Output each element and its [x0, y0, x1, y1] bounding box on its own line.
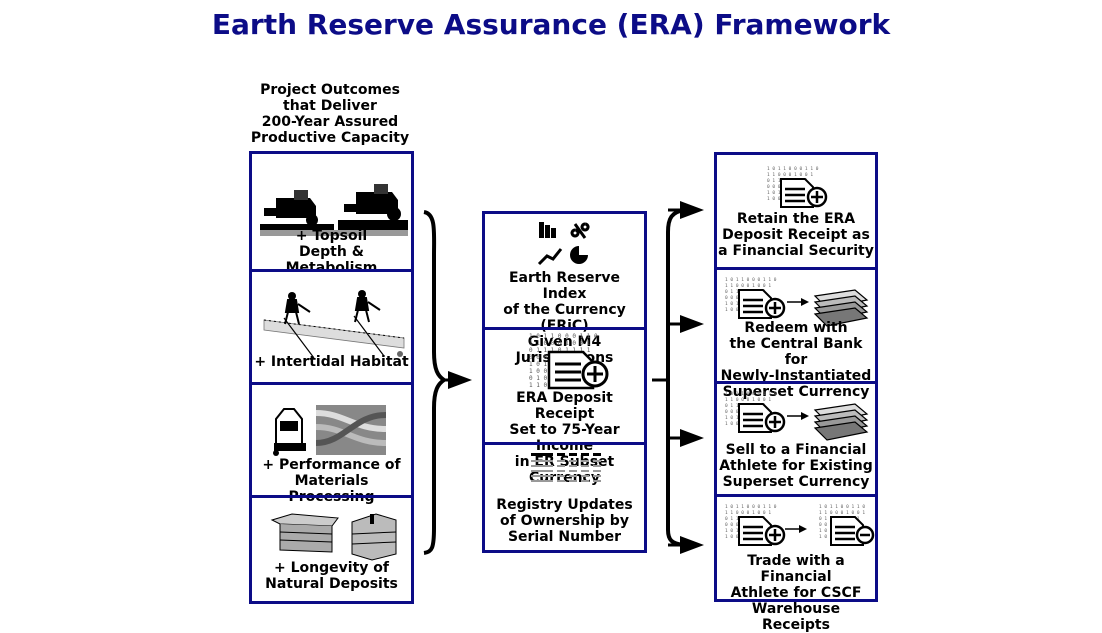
outcome-label: + Longevity of Natural Deposits [265, 560, 398, 592]
svg-text:1 1 0: 1 1 0 [529, 382, 547, 389]
svg-text:1 0 0: 1 0 0 [529, 368, 547, 375]
left-heading-line: Project Outcomes [260, 82, 400, 98]
option-trade: 1 0 1 1 0 0 0 1 1 0 1 1 0 0 0 1 0 0 1 0 … [717, 494, 875, 633]
era-framework-diagram: Earth Reserve Assurance (ERA) Framework … [211, 8, 891, 633]
svg-text:1 0 1: 1 0 1 [725, 415, 739, 421]
project-outcomes-column: + Topsoil Depth & Metabolism + Intertida… [249, 151, 414, 604]
svg-text:1 0 1 1 0 0 0 1 1 0: 1 0 1 1 0 0 0 1 1 0 [767, 166, 819, 172]
svg-text:0 0 0 1: 0 0 0 1 [529, 354, 555, 361]
receipt-to-cash-icon: 1 0 1 1 0 0 0 1 1 0 1 1 0 0 0 1 0 0 1 0 … [725, 391, 869, 441]
svg-text:1 1 0 0 0 1 0 0 1: 1 1 0 0 0 1 0 0 1 [529, 340, 591, 347]
svg-text:1 0 1: 1 0 1 [819, 528, 833, 534]
option-retain: 1 0 1 1 0 0 0 1 1 0 1 1 0 0 0 1 0 0 1 0 … [717, 155, 875, 267]
option-label: Retain the ERA Deposit Receipt as a Fina… [718, 211, 874, 259]
svg-text:1 0 0: 1 0 0 [767, 196, 781, 202]
era-process-column: Earth Reserve Index of the Currency (ERi… [482, 211, 647, 553]
arrowhead-icon [680, 429, 704, 447]
outcome-label: + Intertidal Habitat [254, 354, 409, 370]
right-brace [666, 208, 685, 547]
option-redeem: 1 0 1 1 0 0 0 1 1 0 1 1 0 0 0 1 0 0 1 0 … [717, 267, 875, 400]
svg-text:0 1 0: 0 1 0 [529, 375, 547, 382]
harvester-icon [260, 184, 408, 236]
outcome-label: + Topsoil Depth & Metabolism [285, 228, 378, 276]
arrowhead-icon [680, 201, 704, 219]
svg-text:0 1 1 1 0 1 1 1 1: 0 1 1 1 0 1 1 1 1 [529, 347, 591, 354]
svg-text:1 0 1: 1 0 1 [725, 528, 739, 534]
svg-text:1 0 1 1 0 0 0 1 1 0: 1 0 1 1 0 0 0 1 1 0 [529, 333, 598, 340]
outcome-natural-deposits: + Longevity of Natural Deposits [252, 495, 411, 601]
registry-ledger-icon [531, 453, 601, 482]
svg-text:1 0 1: 1 0 1 [529, 361, 547, 368]
svg-text:0 0 0: 0 0 0 [767, 184, 781, 190]
receipt-plus-icon: 1 0 1 1 0 0 0 1 1 0 1 1 0 0 0 1 0 0 1 0 … [767, 166, 828, 208]
svg-text:0 0 0: 0 0 0 [725, 409, 739, 415]
connector-layer [423, 201, 704, 555]
processing-plant-icon [273, 405, 387, 456]
svg-text:1 0 0: 1 0 0 [725, 307, 739, 313]
left-heading-line: Productive Capacity [250, 130, 410, 146]
svg-text:1 0 1 1 0 0 0 1 1 0: 1 0 1 1 0 0 0 1 1 0 [725, 391, 777, 397]
arrowhead-icon [680, 315, 704, 333]
option-label: Sell to a Financial Athlete for Existing… [719, 442, 873, 490]
option-label: Trade with a Financial Athlete for CSCF … [730, 553, 862, 633]
geological-strata-icon [270, 513, 397, 561]
receipt-to-receipt-icon: 1 0 1 1 0 0 0 1 1 0 1 1 0 0 0 1 0 0 1 0 … [725, 504, 875, 546]
svg-text:1 0 1 1 0 0 0 1 1 0: 1 0 1 1 0 0 0 1 1 0 [725, 504, 777, 510]
left-column-heading: Project Outcomes that Deliver 200-Year Ass… [230, 82, 430, 146]
receipt-options-column: 1 0 1 1 0 0 0 1 1 0 1 1 0 0 0 1 0 0 1 0 … [714, 152, 878, 633]
statistics-icon [537, 222, 590, 266]
svg-text:1 1 0 0 0 1 0 0 1: 1 1 0 0 0 1 0 0 1 [725, 283, 771, 289]
svg-text:1 0 0: 1 0 0 [725, 421, 739, 427]
deposit-receipt-icon: 1 0 1 1 0 0 0 1 1 0 1 1 0 0 0 1 0 0 1 0 … [529, 333, 609, 390]
farmers-icon [263, 290, 405, 359]
arrowhead-icon [680, 536, 704, 554]
left-heading-line: 200-Year Assured [261, 114, 399, 130]
svg-text:1 0 1 1 0 0 1 1 0: 1 0 1 1 0 0 1 1 0 [819, 504, 865, 510]
svg-text:1 1 0 0 0 1 0 0 1: 1 1 0 0 0 1 0 0 1 [725, 510, 771, 516]
svg-text:1 1 0 0 0 1 0 0 1: 1 1 0 0 0 1 0 0 1 [725, 397, 771, 403]
left-heading-line: that Deliver [283, 98, 377, 114]
svg-text:1 0 1 1 0 0 0 1 1 0: 1 0 1 1 0 0 0 1 1 0 [725, 277, 777, 283]
outcome-intertidal: + Intertidal Habitat [252, 269, 411, 382]
receipt-to-cash-icon: 1 0 1 1 0 0 0 1 1 0 1 1 0 0 0 1 0 0 1 0 … [725, 277, 869, 327]
registry-updates-cell: Registry Updates of Ownership by Serial … [485, 442, 644, 550]
svg-text:1 0 1: 1 0 1 [725, 301, 739, 307]
svg-text:1 0 0: 1 0 0 [819, 534, 833, 540]
svg-text:1 0 0: 1 0 0 [725, 534, 739, 540]
option-sell: 1 0 1 1 0 0 0 1 1 0 1 1 0 0 0 1 0 0 1 0 … [717, 381, 875, 494]
diagram-title: Earth Reserve Assurance (ERA) Framework [211, 8, 891, 41]
arrowhead-icon [448, 371, 472, 389]
svg-text:0 0 0: 0 0 0 [725, 522, 739, 528]
option-label: Redeem with the Central Bank for Newly-I… [720, 320, 872, 400]
svg-text:0 0 0: 0 0 0 [819, 522, 833, 528]
svg-text:1 1 0 0 0 1 0 0 1: 1 1 0 0 0 1 0 0 1 [767, 172, 813, 178]
left-brace [423, 210, 448, 555]
registry-updates-label: Registry Updates of Ownership by Serial … [496, 497, 633, 545]
svg-text:0 0 0: 0 0 0 [725, 295, 739, 301]
svg-text:1 1 0 0 0 1 0 0 1: 1 1 0 0 0 1 0 0 1 [819, 510, 865, 516]
svg-text:1 0 1: 1 0 1 [767, 190, 781, 196]
outcome-topsoil: + Topsoil Depth & Metabolism [252, 154, 411, 276]
